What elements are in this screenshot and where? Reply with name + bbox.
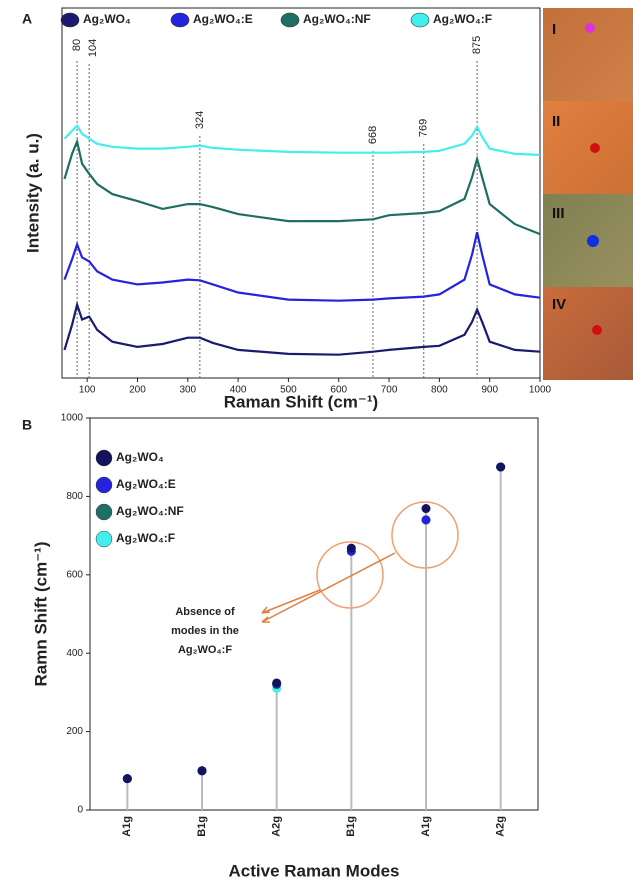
x-tick-label: A2g <box>271 816 283 837</box>
photo <box>543 8 633 101</box>
annotation: modes in the <box>171 625 239 637</box>
point <box>421 515 431 525</box>
arrow <box>261 552 396 623</box>
peak-label: 80 <box>71 39 83 51</box>
y-axis-label: Intensity (a. u.) <box>23 133 42 253</box>
y-tick-label: 1000 <box>61 413 84 424</box>
peak-label: 324 <box>194 111 206 129</box>
inset-label: IV <box>552 296 566 313</box>
plot-frame <box>89 417 539 811</box>
spot <box>590 143 600 153</box>
point <box>197 766 207 776</box>
y-tick-label: 400 <box>66 648 83 659</box>
point <box>496 462 506 472</box>
peak-label: 668 <box>367 126 379 144</box>
x-tick-label: B1g <box>196 816 208 837</box>
spot <box>585 23 595 33</box>
legend-label: Ag₂WO₄:F <box>433 12 492 26</box>
point <box>272 678 282 688</box>
y-axis-label: Ramn Shift (cm⁻¹) <box>31 542 50 687</box>
x-tick-label: 600 <box>330 385 347 396</box>
x-tick-label: 800 <box>431 385 448 396</box>
peak-label: 104 <box>87 39 99 57</box>
legend-label: Ag₂WO₄ <box>116 450 164 464</box>
x-tick-label: 900 <box>481 385 498 396</box>
legend-marker <box>60 12 80 28</box>
annotation: Absence of <box>175 606 235 618</box>
legend-marker <box>95 449 113 467</box>
legend-marker <box>170 12 190 28</box>
legend-marker <box>95 503 113 521</box>
point <box>346 543 356 553</box>
x-tick-label: B1g <box>345 816 357 837</box>
x-tick-label: 700 <box>381 385 398 396</box>
point <box>421 504 431 514</box>
y-tick-label: 200 <box>66 726 83 737</box>
plot-frame <box>61 7 541 379</box>
panel-label: A <box>22 11 32 27</box>
spectrum-line <box>63 231 541 302</box>
annotation: Ag₂WO₄:F <box>178 644 232 656</box>
legend-label: Ag₂WO₄:NF <box>116 504 184 518</box>
peak-label: 769 <box>418 119 430 137</box>
peak-label: 875 <box>471 36 483 54</box>
spot <box>592 325 602 335</box>
x-tick-label: A2g <box>495 816 507 837</box>
x-tick-label: 100 <box>79 385 96 396</box>
point <box>122 774 132 784</box>
highlight-circle <box>391 501 459 569</box>
legend-label: Ag₂WO₄ <box>83 12 131 26</box>
panel-label: B <box>22 417 32 433</box>
photo <box>543 287 633 380</box>
photo <box>543 101 633 194</box>
inset-label: I <box>552 21 556 38</box>
legend-marker <box>410 12 430 28</box>
x-tick-label: 1000 <box>529 385 552 396</box>
spectrum-line <box>63 123 541 156</box>
x-axis-label: Active Raman Modes <box>229 861 400 880</box>
legend-marker <box>280 12 300 28</box>
legend-label: Ag₂WO₄:E <box>116 477 176 491</box>
highlight-circle <box>316 541 384 609</box>
y-tick-label: 0 <box>77 805 83 816</box>
x-tick-label: A1g <box>420 816 432 837</box>
inset-photos <box>543 8 633 380</box>
inset-label: III <box>552 205 565 222</box>
y-tick-label: 600 <box>66 569 83 580</box>
x-tick-label: 400 <box>230 385 247 396</box>
legend-marker <box>95 476 113 494</box>
x-tick-label: 500 <box>280 385 297 396</box>
legend-label: Ag₂WO₄:E <box>193 12 253 26</box>
spectrum-line <box>63 300 541 356</box>
legend-marker <box>95 530 113 548</box>
x-tick-label: 300 <box>179 385 196 396</box>
x-tick-label: 200 <box>129 385 146 396</box>
x-axis-label: Raman Shift (cm⁻¹) <box>224 392 378 411</box>
legend-label: Ag₂WO₄:F <box>116 531 175 545</box>
spectrum-line <box>63 137 541 236</box>
inset-label: II <box>552 113 560 130</box>
spot <box>587 235 599 247</box>
legend-label: Ag₂WO₄:NF <box>303 12 371 26</box>
y-tick-label: 800 <box>66 491 83 502</box>
x-tick-label: A1g <box>121 816 133 837</box>
